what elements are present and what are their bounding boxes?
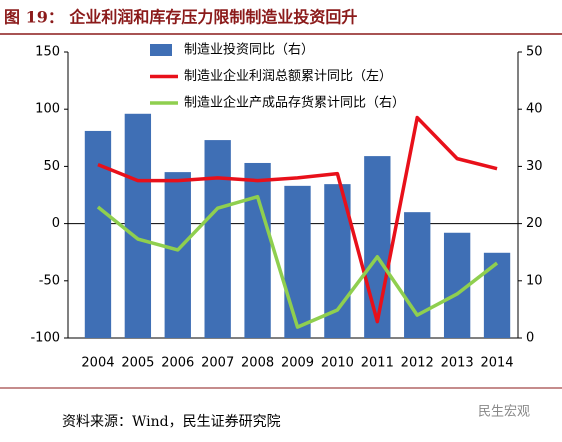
y2-tick-label: 20	[526, 216, 543, 231]
bar	[164, 172, 191, 338]
x-tick-label: 2005	[121, 356, 154, 371]
source: 资料来源：Wind，民生证券研究院	[62, 414, 281, 430]
y2-tick-label: 30	[526, 159, 543, 174]
y2-tick-label: 50	[526, 45, 543, 60]
x-tick-label: 2010	[321, 356, 354, 371]
chart-title: 图 19： 企业利润和库存压力限制制造业投资回升	[4, 8, 357, 27]
legend-label: 制造业投资同比（右）	[184, 42, 314, 58]
x-tick-label: 2013	[441, 356, 474, 371]
x-tick-label: 2012	[401, 356, 434, 371]
bar	[483, 252, 511, 338]
x-tick-label: 2008	[241, 356, 274, 371]
x-tick-label: 2006	[161, 356, 194, 371]
line	[96, 194, 499, 329]
bar	[84, 130, 112, 338]
x-tick-label: 2011	[361, 356, 394, 371]
x-tick-label: 2004	[81, 356, 114, 371]
watermark: 民生宏观	[478, 405, 530, 420]
y2-tick-label: 40	[526, 102, 543, 117]
x-tick-label: 2009	[281, 356, 314, 371]
legend-label: 制造业企业利润总额累计同比（左）	[184, 68, 392, 84]
bar	[204, 140, 231, 338]
legend-swatch	[150, 44, 172, 56]
y-tick-label: 0	[52, 216, 60, 231]
y-tick-label: -100	[30, 331, 60, 346]
y2-tick-label: 10	[526, 273, 543, 288]
bar	[244, 162, 271, 338]
y-tick-label: -50	[39, 273, 60, 288]
bar	[124, 113, 152, 338]
line	[97, 115, 498, 324]
y-tick-label: 150	[35, 45, 60, 60]
bar	[404, 212, 431, 338]
y-tick-label: 100	[35, 102, 60, 117]
x-tick-label: 2014	[480, 356, 513, 371]
y2-tick-label: 0	[526, 331, 534, 346]
bar	[364, 156, 391, 338]
bar	[284, 185, 311, 338]
x-tick-label: 2007	[201, 356, 234, 371]
legend-label: 制造业企业产成品存货累计同比（右）	[184, 95, 405, 111]
y-tick-label: 50	[43, 159, 60, 174]
